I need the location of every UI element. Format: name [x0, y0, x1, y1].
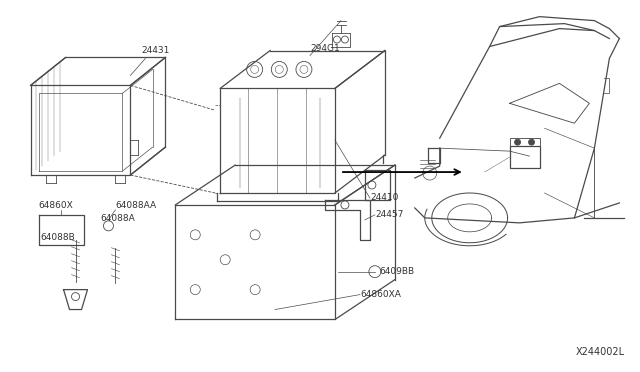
Text: X244002L: X244002L: [575, 347, 625, 357]
Text: 64088A: 64088A: [100, 214, 135, 223]
Text: 24431: 24431: [141, 46, 170, 55]
Circle shape: [529, 139, 534, 145]
Text: 24410: 24410: [370, 193, 398, 202]
Text: 294G1: 294G1: [310, 45, 340, 54]
Text: 64088B: 64088B: [40, 233, 76, 242]
Text: 6409BB: 6409BB: [380, 267, 415, 276]
Text: 64088AA: 64088AA: [115, 201, 157, 210]
Text: 24457: 24457: [375, 211, 403, 219]
Bar: [509, 146, 540, 168]
Text: 64860X: 64860X: [38, 201, 74, 210]
Bar: [509, 138, 540, 146]
Text: 64860XA: 64860XA: [360, 290, 401, 299]
Circle shape: [515, 139, 520, 145]
